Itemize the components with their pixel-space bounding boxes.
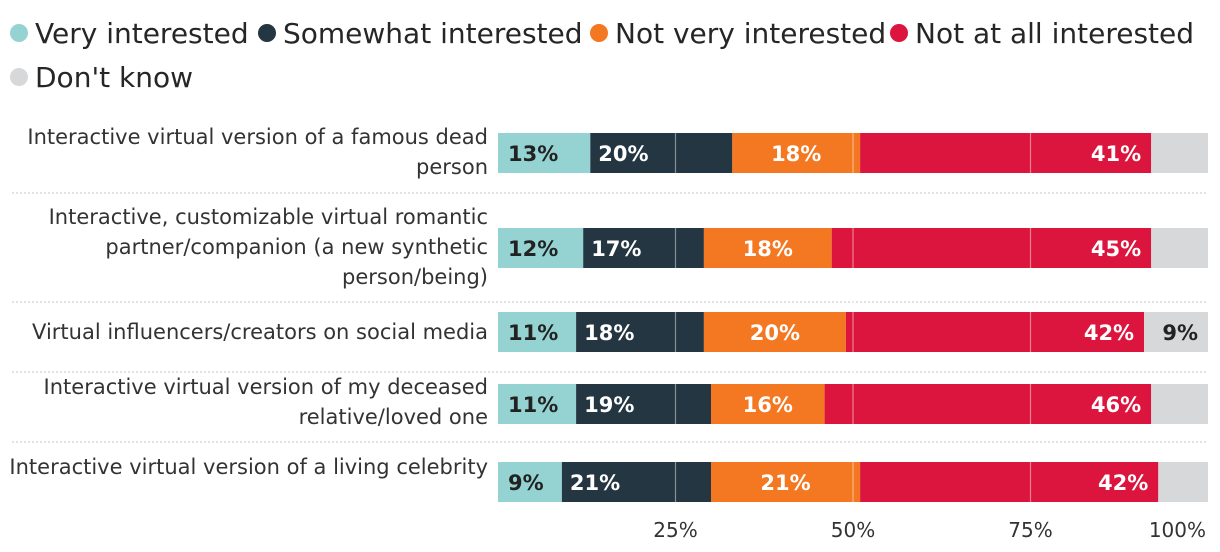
bar-segment-very-interested	[498, 133, 591, 173]
legend-item-not-very-interested: Not very interested	[590, 14, 886, 54]
bar-segment-somewhat-interested	[576, 312, 704, 352]
data-label: 18%	[743, 237, 793, 261]
bar-segment-very-interested	[498, 384, 577, 424]
bar-segment-not-at-all-interested	[824, 384, 1152, 424]
x-tick-label: 25%	[653, 518, 697, 542]
bar-segment-not-at-all-interested	[831, 228, 1152, 268]
category-label: Virtual influencers/creators on social m…	[32, 320, 488, 344]
x-tick-label: 100%	[1149, 518, 1206, 542]
data-label: 18%	[771, 142, 821, 166]
data-label: 13%	[508, 142, 558, 166]
bar-segment-very-interested	[498, 228, 584, 268]
legend-label: Not at all interested	[915, 17, 1195, 50]
category-label: Interactive virtual version of a living …	[9, 455, 488, 479]
data-label: 12%	[508, 237, 558, 261]
data-label: 18%	[584, 321, 634, 345]
bar-segment-somewhat-interested	[561, 462, 711, 502]
bar-segment-don-t-know	[1151, 384, 1208, 424]
bar-segment-not-very-interested	[703, 228, 832, 268]
bar-segment-very-interested	[498, 312, 577, 352]
bar-segment-somewhat-interested	[590, 133, 733, 173]
data-label: 45%	[1091, 237, 1141, 261]
legend-swatch-not-at-all-interested	[890, 24, 908, 42]
bar-segment-not-very-interested	[703, 312, 846, 352]
legend-label: Very interested	[35, 17, 249, 50]
legend-swatch-not-very-interested	[590, 24, 608, 42]
data-label: 21%	[760, 471, 810, 495]
category-label: Interactive, customizable virtual romant…	[48, 205, 488, 289]
category-label: Interactive virtual version of my deceas…	[43, 375, 488, 429]
bar-segment-very-interested	[498, 462, 562, 502]
bar-segment-not-at-all-interested	[860, 462, 1159, 502]
data-label: 9%	[508, 471, 544, 495]
legend-item-not-at-all-interested: Not at all interested	[890, 14, 1194, 54]
data-label: 11%	[508, 393, 558, 417]
legend-item-very-interested: Very interested	[10, 14, 249, 54]
bar-segment-don-t-know	[1144, 312, 1208, 352]
legend-swatch-somewhat-interested	[258, 24, 276, 42]
data-label: 41%	[1091, 142, 1141, 166]
legend-label: Not very interested	[615, 17, 887, 50]
data-label: 42%	[1098, 471, 1148, 495]
bar-segment-not-at-all-interested	[845, 312, 1145, 352]
data-label: 17%	[591, 237, 641, 261]
data-label: 42%	[1084, 321, 1134, 345]
legend-label: Somewhat interested	[283, 17, 583, 50]
legend-swatch-very-interested	[10, 24, 28, 42]
data-label: 21%	[570, 471, 620, 495]
legend-label: Don't know	[35, 61, 194, 94]
bar-segment-somewhat-interested	[583, 228, 704, 268]
legend-swatch-don-t-know	[10, 68, 28, 86]
bar-segment-don-t-know	[1151, 133, 1208, 173]
bar-segment-not-very-interested	[711, 462, 861, 502]
legend-item-somewhat-interested: Somewhat interested	[258, 14, 583, 54]
data-label: 46%	[1091, 393, 1141, 417]
bar-segment-not-very-interested	[732, 133, 861, 173]
bar-segment-don-t-know	[1151, 228, 1208, 268]
bar-segment-don-t-know	[1158, 462, 1208, 502]
data-label: 16%	[743, 393, 793, 417]
x-tick-label: 75%	[1008, 518, 1052, 542]
data-label: 20%	[750, 321, 800, 345]
data-label: 9%	[1162, 321, 1198, 345]
bar-segment-not-at-all-interested	[860, 133, 1152, 173]
data-label: 19%	[584, 393, 634, 417]
legend-item-don-t-know: Don't know	[10, 58, 193, 98]
data-label: 11%	[508, 321, 558, 345]
data-label: 20%	[598, 142, 648, 166]
category-label: Interactive virtual version of a famous …	[27, 125, 488, 179]
bar-segment-somewhat-interested	[576, 384, 711, 424]
bar-segment-not-very-interested	[711, 384, 825, 424]
x-tick-label: 50%	[831, 518, 875, 542]
